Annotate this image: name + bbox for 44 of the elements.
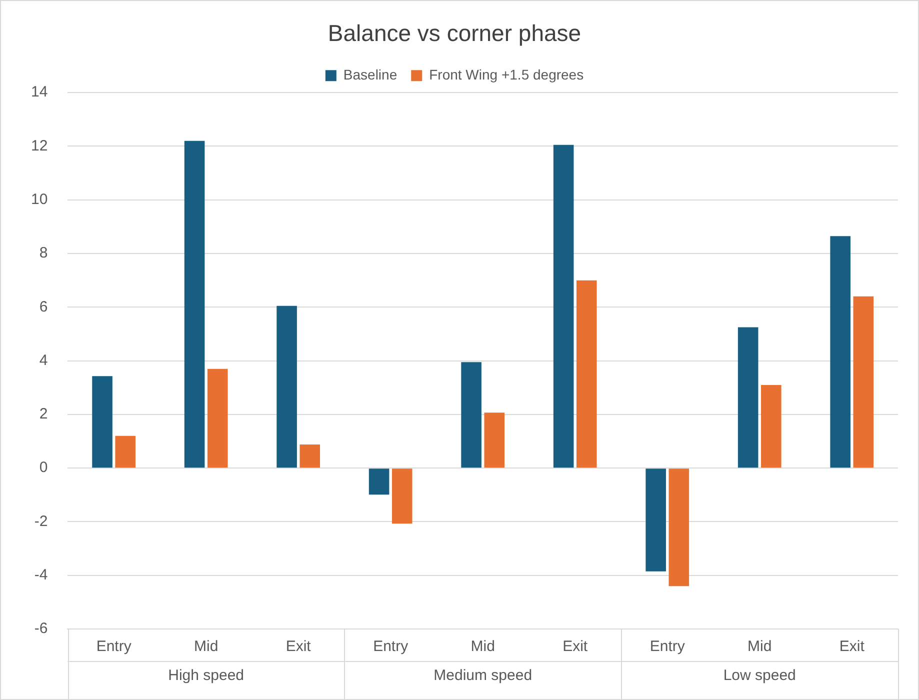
bar [553, 144, 574, 468]
bar [738, 327, 758, 468]
x-tick-label: Entry [650, 638, 686, 656]
x-tick-label: Exit [839, 638, 866, 656]
bar [484, 412, 505, 468]
x-tick-label: Entry [373, 638, 409, 656]
bar [646, 468, 666, 572]
bar [276, 306, 297, 468]
y-tick-label: 0 [39, 459, 48, 476]
x-tick-label: Exit [562, 638, 588, 656]
y-tick-label: -6 [34, 620, 48, 638]
y-tick-label: 8 [39, 244, 48, 262]
bar [461, 362, 482, 468]
x-tick-label: Mid [194, 638, 218, 656]
bar [300, 444, 320, 468]
legend-label: Front Wing +1.5 degrees [429, 66, 584, 82]
text: High speed [168, 667, 244, 684]
y-tick-label: 4 [39, 352, 48, 369]
y-tick-label: -4 [34, 566, 48, 584]
y-tick-label: 14 [30, 84, 48, 101]
y-tick-label: 6 [39, 298, 48, 316]
chart-title: Balance vs corner phase [328, 20, 582, 46]
y-tick-label: 2 [39, 406, 48, 423]
text: Low speed [723, 667, 796, 684]
x-tick-label: Exit [286, 638, 312, 656]
bar [830, 236, 850, 468]
y-tick-label: 10 [30, 191, 48, 208]
x-tick-label: Mid [748, 638, 772, 656]
legend-label: Baseline [343, 66, 398, 82]
y-tick-label: 12 [30, 137, 48, 154]
text: Medium speed [434, 667, 532, 684]
bar [207, 368, 228, 468]
bar [761, 384, 782, 468]
bar [668, 468, 690, 586]
x-tick-label: Mid [470, 638, 495, 656]
x-tick-label: Entry [96, 638, 132, 656]
bar [92, 376, 112, 468]
bar [392, 468, 412, 524]
bar [184, 140, 205, 468]
bar [115, 436, 136, 468]
y-tick-label: -2 [34, 512, 48, 530]
bar [853, 296, 874, 468]
bar [576, 280, 597, 468]
bar [368, 468, 390, 495]
